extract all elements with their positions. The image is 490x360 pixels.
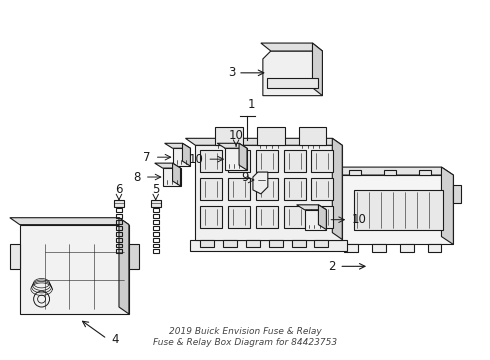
Polygon shape xyxy=(20,225,129,314)
Polygon shape xyxy=(296,205,326,210)
Polygon shape xyxy=(284,178,306,200)
Polygon shape xyxy=(441,167,453,244)
Polygon shape xyxy=(321,221,329,231)
Text: 9: 9 xyxy=(242,171,249,184)
Polygon shape xyxy=(329,175,453,244)
Text: 10: 10 xyxy=(352,213,367,226)
Polygon shape xyxy=(321,185,329,195)
Polygon shape xyxy=(354,190,443,230)
Polygon shape xyxy=(172,163,180,186)
Polygon shape xyxy=(284,206,306,228)
Polygon shape xyxy=(10,244,20,269)
Text: 5: 5 xyxy=(152,183,159,196)
Polygon shape xyxy=(228,178,250,200)
Polygon shape xyxy=(129,244,139,269)
Polygon shape xyxy=(215,127,243,145)
Polygon shape xyxy=(318,167,453,175)
Text: 3: 3 xyxy=(228,66,235,79)
Polygon shape xyxy=(246,239,260,247)
Polygon shape xyxy=(284,150,306,172)
Polygon shape xyxy=(182,143,191,166)
Polygon shape xyxy=(217,143,247,148)
Polygon shape xyxy=(313,43,322,96)
Polygon shape xyxy=(257,127,285,145)
Polygon shape xyxy=(253,172,268,194)
Text: 10: 10 xyxy=(229,129,244,142)
Text: 8: 8 xyxy=(133,171,141,184)
Polygon shape xyxy=(267,78,318,88)
Text: 1: 1 xyxy=(248,98,255,111)
Polygon shape xyxy=(384,170,396,175)
Polygon shape xyxy=(163,168,180,186)
Polygon shape xyxy=(223,239,237,247)
Text: 2019 Buick Envision Fuse & Relay
Fuse & Relay Box Diagram for 84423753: 2019 Buick Envision Fuse & Relay Fuse & … xyxy=(153,327,337,347)
Polygon shape xyxy=(151,200,161,207)
Polygon shape xyxy=(155,163,180,168)
Polygon shape xyxy=(453,185,461,203)
Polygon shape xyxy=(228,150,250,172)
Polygon shape xyxy=(200,178,222,200)
Polygon shape xyxy=(263,51,322,96)
Polygon shape xyxy=(344,244,358,252)
Polygon shape xyxy=(228,206,250,228)
Polygon shape xyxy=(261,43,322,51)
Polygon shape xyxy=(349,170,361,175)
Polygon shape xyxy=(298,127,326,145)
Text: 7: 7 xyxy=(143,151,151,164)
Polygon shape xyxy=(185,138,342,145)
Polygon shape xyxy=(256,178,278,200)
Polygon shape xyxy=(292,239,306,247)
Polygon shape xyxy=(312,150,333,172)
Polygon shape xyxy=(332,138,342,239)
Polygon shape xyxy=(225,148,247,170)
Polygon shape xyxy=(200,239,214,247)
Text: 4: 4 xyxy=(111,333,119,346)
Polygon shape xyxy=(321,203,329,213)
Polygon shape xyxy=(312,178,333,200)
Polygon shape xyxy=(318,205,326,230)
Text: 10: 10 xyxy=(189,153,203,166)
Polygon shape xyxy=(200,206,222,228)
Polygon shape xyxy=(269,239,283,247)
Polygon shape xyxy=(372,244,386,252)
Polygon shape xyxy=(191,239,347,251)
Polygon shape xyxy=(239,143,247,170)
Polygon shape xyxy=(418,170,431,175)
Text: 2: 2 xyxy=(328,260,335,273)
Polygon shape xyxy=(119,218,129,314)
Polygon shape xyxy=(200,150,222,172)
Polygon shape xyxy=(114,200,124,207)
Polygon shape xyxy=(10,218,129,225)
Polygon shape xyxy=(428,244,441,252)
Polygon shape xyxy=(172,148,191,166)
Polygon shape xyxy=(256,150,278,172)
Polygon shape xyxy=(165,143,191,148)
Polygon shape xyxy=(256,206,278,228)
Polygon shape xyxy=(305,210,326,230)
Polygon shape xyxy=(312,206,333,228)
Text: 6: 6 xyxy=(115,183,122,196)
Polygon shape xyxy=(196,145,342,239)
Polygon shape xyxy=(315,239,328,247)
Polygon shape xyxy=(400,244,414,252)
